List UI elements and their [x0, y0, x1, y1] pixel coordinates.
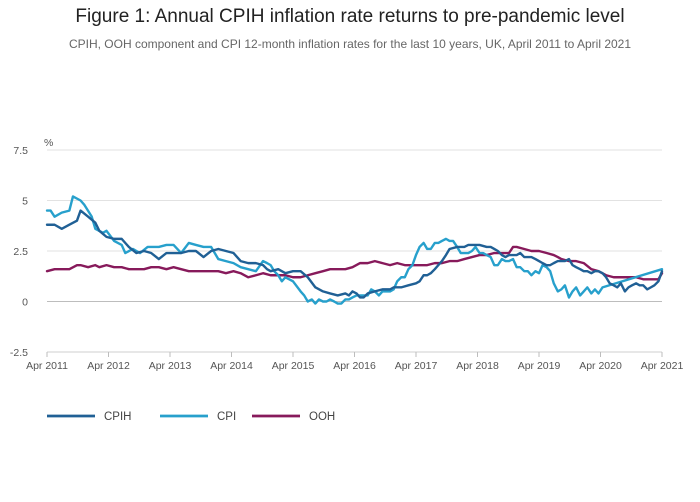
- series-line-cpih: [45, 209, 664, 299]
- x-tick-label: Apr 2015: [272, 360, 315, 372]
- y-tick-label: 5: [22, 196, 28, 208]
- grid-layer: [47, 149, 662, 353]
- x-tick-label: Apr 2016: [333, 360, 376, 372]
- x-tick-label: Apr 2013: [149, 360, 192, 372]
- x-tick-label: Apr 2011: [26, 360, 68, 372]
- axis-layer: -2.5 0 2.5 5 7.5% Apr 2011 Apr 2012 Apr 2013 Apr…: [10, 137, 684, 372]
- y-axis-unit-label: %: [44, 137, 53, 149]
- x-tick-label: Apr 2017: [395, 360, 438, 372]
- series-layer: [45, 195, 664, 305]
- x-tick-label: Apr 2019: [518, 360, 561, 372]
- x-tick-label: Apr 2020: [579, 360, 622, 372]
- y-tick-label: 7.5: [13, 145, 28, 157]
- x-tick-label: Apr 2021: [641, 360, 684, 372]
- legend-label-ooh: OOH: [309, 411, 335, 423]
- y-tick-label: 0: [22, 297, 28, 309]
- chart-subtitle: CPIH, OOH component and CPI 12-month inf…: [68, 37, 632, 51]
- legend-label-cpi: CPI: [217, 411, 236, 423]
- legend: CPIH CPI OOH: [47, 411, 335, 423]
- chart-title: Figure 1: Annual CPIH inflation rate ret…: [75, 6, 625, 27]
- y-tick-label: 2.5: [13, 246, 28, 258]
- legend-label-cpih: CPIH: [104, 411, 131, 423]
- series-line-cpi: [45, 195, 664, 305]
- x-tick-label: Apr 2018: [456, 360, 499, 372]
- y-tick-label: -2.5: [10, 347, 28, 359]
- series-line-ooh: [45, 245, 664, 281]
- x-tick-label: Apr 2014: [210, 360, 253, 372]
- x-tick-label: Apr 2012: [87, 360, 130, 372]
